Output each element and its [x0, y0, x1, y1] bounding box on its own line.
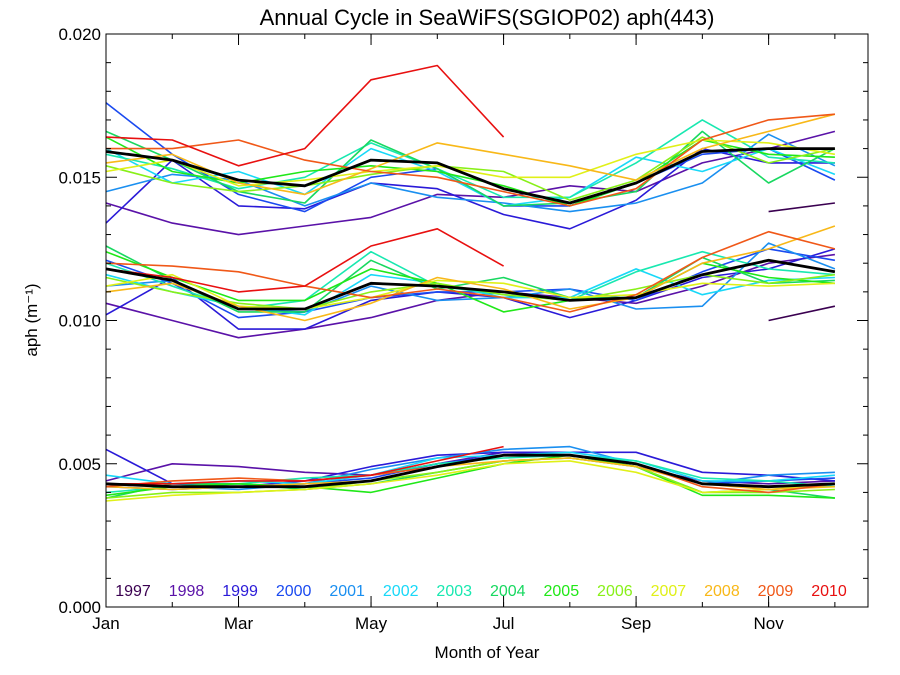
series-line-2001-band-1 — [105, 133, 836, 213]
series-line-2009-band-2 — [105, 230, 836, 313]
legend-entry-1999: 1999 — [222, 583, 258, 600]
series-line-1997-band-1 — [768, 202, 836, 213]
series-layer — [105, 64, 836, 502]
x-tick-label: Mar — [224, 614, 254, 633]
chart-title: Annual Cycle in SeaWiFS(SGIOP02) aph(443… — [260, 5, 715, 30]
series-line-2003-band-1 — [105, 119, 835, 199]
series-line-2008-band-2 — [105, 225, 836, 322]
series-line-2004-band-2 — [105, 245, 835, 313]
mean-line-band-3 — [105, 453, 835, 489]
y-tick-label: 0.010 — [58, 312, 101, 331]
legend-entry-2010: 2010 — [811, 583, 847, 600]
y-tick-label: 0.020 — [58, 25, 101, 44]
legend-entry-2001: 2001 — [329, 583, 365, 600]
y-tick-label: 0.015 — [58, 168, 101, 187]
x-tick-label: Jan — [92, 614, 119, 633]
legend-entry-2002: 2002 — [383, 583, 419, 600]
series-line-2007-band-2 — [105, 273, 835, 310]
legend-entry-2005: 2005 — [544, 583, 580, 600]
series-line-2010-band-1 — [105, 64, 505, 167]
series-line-2007-band-1 — [105, 139, 836, 187]
x-axis-label: Month of Year — [435, 643, 540, 662]
legend-entry-2000: 2000 — [276, 583, 312, 600]
series-line-2005-band-2 — [105, 250, 835, 313]
legend: 1997 1998 1999 2000 2001 2002 2003 2004 2005 2006… — [115, 583, 847, 600]
series-line-1997-band-2 — [768, 305, 836, 322]
legend-entry-2003: 2003 — [436, 583, 472, 600]
x-tick-label: Sep — [621, 614, 651, 633]
y-tick-label: 0.000 — [58, 598, 101, 617]
series-line-2006-band-1 — [105, 136, 836, 201]
series-line-2005-band-3 — [105, 454, 835, 499]
x-tick-label: Nov — [753, 614, 784, 633]
y-tick-label: 0.005 — [58, 455, 101, 474]
legend-entry-1997: 1997 — [115, 583, 151, 600]
series-line-2000-band-2 — [105, 248, 836, 319]
legend-entry-2008: 2008 — [704, 583, 740, 600]
x-tick-label: May — [355, 614, 388, 633]
series-line-2009-band-1 — [106, 113, 835, 207]
mean-line-band-2 — [105, 258, 836, 311]
mean-layer — [105, 147, 836, 489]
series-line-2010-band-3 — [106, 445, 504, 485]
series-line-2007-band-3 — [105, 460, 835, 502]
x-tick-label: Jul — [493, 614, 515, 633]
series-line-1998-band-2 — [105, 253, 836, 339]
legend-entry-1998: 1998 — [169, 583, 205, 600]
series-line-1998-band-1 — [105, 130, 836, 236]
mean-line-band-1 — [105, 147, 835, 205]
legend-entry-2004: 2004 — [490, 583, 526, 600]
legend-entry-2009: 2009 — [758, 583, 794, 600]
series-line-2002-band-1 — [105, 147, 836, 207]
legend-entry-2006: 2006 — [597, 583, 633, 600]
legend-entry-2007: 2007 — [651, 583, 687, 600]
series-line-2010-band-2 — [105, 228, 504, 293]
y-axis-label: aph (m⁻¹) — [22, 283, 41, 356]
axis-layer: Jan Mar May Jul Sep Nov 0.000 0.005 0.010 0.015 0.… — [58, 25, 869, 633]
